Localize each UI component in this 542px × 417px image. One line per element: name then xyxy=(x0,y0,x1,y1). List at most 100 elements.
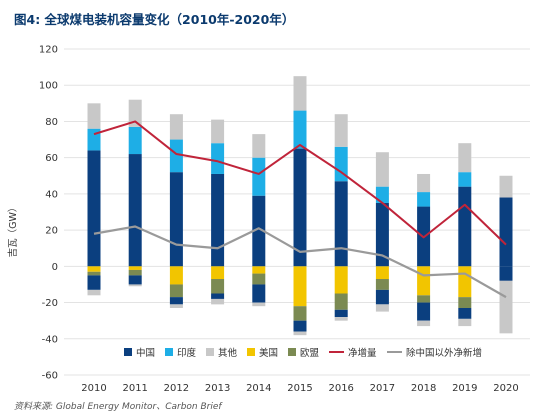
x-tick-label-2016: 2016 xyxy=(328,383,353,394)
y-tick-label: 80 xyxy=(45,117,58,128)
bar-2018-neg-美国 xyxy=(417,266,431,296)
bar-2016-其他 xyxy=(334,114,348,147)
chart-title: 图4: 全球煤电装机容量变化（2010年-2020年） xyxy=(14,12,295,27)
bar-2017-neg-其他 xyxy=(375,304,389,312)
bar-2018-印度 xyxy=(417,192,431,207)
bar-2013-其他 xyxy=(211,119,225,144)
y-tick-label: -60 xyxy=(42,371,58,382)
bar-2019-neg-欧盟 xyxy=(458,297,472,308)
y-tick-label: 0 xyxy=(52,262,58,273)
x-tick-label-2019: 2019 xyxy=(452,383,477,394)
bar-2013-neg-其他 xyxy=(211,298,225,305)
bar-2016-neg-欧盟 xyxy=(334,293,348,310)
bar-2016-中国 xyxy=(334,181,348,267)
bar-2020-中国 xyxy=(499,197,513,267)
bar-2019-印度 xyxy=(458,172,472,187)
bar-2019-其他 xyxy=(458,143,472,173)
bar-2013-neg-中国 xyxy=(211,293,225,299)
bar-2019-neg-美国 xyxy=(458,266,472,298)
bar-2010-其他 xyxy=(87,103,101,129)
bar-2015-印度 xyxy=(293,110,307,149)
bar-2015-neg-欧盟 xyxy=(293,306,307,321)
bar-2017-中国 xyxy=(375,202,389,267)
bar-2013-中国 xyxy=(211,173,225,267)
bar-2011-neg-欧盟 xyxy=(128,269,142,276)
y-axis-label: 吉瓦（GW） xyxy=(7,203,19,258)
legend-swatch-欧盟 xyxy=(288,348,296,356)
legend-swatch-中国 xyxy=(124,348,132,356)
bar-2019-中国 xyxy=(458,186,472,267)
chart-source: 资料来源: Global Energy Monitor、Carbon Brief xyxy=(14,402,222,412)
bar-2010-neg-中国 xyxy=(87,275,101,290)
x-tick-label-2011: 2011 xyxy=(122,383,147,394)
x-tick-labels: 2010 2011 2012 2013 2014 2015 2016 2017 2018 2019… xyxy=(81,383,518,394)
bar-2018-neg-欧盟 xyxy=(417,295,431,303)
bar-2013-neg-欧盟 xyxy=(211,279,225,294)
bar-2015-neg-其他 xyxy=(293,331,307,336)
legend-label-印度: 印度 xyxy=(177,347,197,359)
bar-2011-neg-美国 xyxy=(128,266,142,270)
bar-2016-neg-中国 xyxy=(334,309,348,318)
bar-2011-neg-中国 xyxy=(128,275,142,285)
bar-2017-neg-中国 xyxy=(375,289,389,305)
x-tick-label-2015: 2015 xyxy=(287,383,312,394)
x-tick-label-2020: 2020 xyxy=(493,383,518,394)
legend-label-其他: 其他 xyxy=(218,347,238,359)
legend-swatch-印度 xyxy=(165,348,173,356)
x-tick-label-2018: 2018 xyxy=(411,383,436,394)
legend-label-净增量: 净增量 xyxy=(348,347,377,359)
bar-2012-neg-中国 xyxy=(169,297,183,305)
legend-swatch-美国 xyxy=(247,348,255,356)
bar-2018-neg-中国 xyxy=(417,302,431,321)
bar-2014-neg-欧盟 xyxy=(252,273,266,285)
y-tick-label: 100 xyxy=(39,81,58,92)
bar-2017-neg-美国 xyxy=(375,266,389,280)
bar-2017-印度 xyxy=(375,186,389,203)
bar-2012-neg-美国 xyxy=(169,266,183,285)
y-tick-label: 120 xyxy=(39,45,58,56)
line-layer xyxy=(93,120,507,299)
bar-2020-其他 xyxy=(499,175,513,198)
bar-2010-中国 xyxy=(87,150,101,267)
bar-2018-其他 xyxy=(417,173,431,193)
x-tick-label-2010: 2010 xyxy=(81,383,106,394)
bar-2020-neg-其他 xyxy=(499,280,513,334)
x-tick-label-2014: 2014 xyxy=(246,383,271,394)
bar-2017-neg-欧盟 xyxy=(375,279,389,290)
bar-2016-neg-美国 xyxy=(334,266,348,294)
bar-2010-neg-美国 xyxy=(87,266,101,272)
legend-label-美国: 美国 xyxy=(259,347,278,359)
bar-2013-neg-美国 xyxy=(211,266,225,280)
y-tick-label: 60 xyxy=(45,153,58,164)
bar-2012-其他 xyxy=(169,114,183,140)
bar-2010-neg-欧盟 xyxy=(87,271,101,276)
bar-2020-neg-中国 xyxy=(499,266,513,281)
bar-layer xyxy=(87,76,513,336)
series-line-除中国以外净新增 xyxy=(93,225,507,299)
bar-2014-neg-美国 xyxy=(252,266,266,274)
y-tick-labels: -60 -40 -20 0 20 40 60 80 100 120 xyxy=(39,45,58,382)
bar-2011-中国 xyxy=(128,154,142,267)
x-tick-label-2012: 2012 xyxy=(164,383,189,394)
bar-2014-其他 xyxy=(252,134,266,158)
bar-2011-其他 xyxy=(128,99,142,127)
y-tick-label: -40 xyxy=(42,334,58,345)
bar-2010-neg-其他 xyxy=(87,289,101,296)
bar-2014-中国 xyxy=(252,195,266,267)
bar-2012-中国 xyxy=(169,172,183,267)
x-tick-label-2013: 2013 xyxy=(205,383,230,394)
bar-2012-neg-欧盟 xyxy=(169,284,183,298)
bar-2015-neg-美国 xyxy=(293,266,307,307)
bar-2012-印度 xyxy=(169,139,183,173)
x-tick-label-2017: 2017 xyxy=(370,383,395,394)
bar-2012-neg-其他 xyxy=(169,304,183,308)
bar-2019-neg-中国 xyxy=(458,307,472,319)
legend-swatch-其他 xyxy=(206,348,214,356)
series-line-净增量 xyxy=(93,120,507,246)
legend-label-欧盟: 欧盟 xyxy=(300,347,320,359)
bar-2015-其他 xyxy=(293,76,307,111)
bar-2015-中国 xyxy=(293,148,307,267)
bar-2011-neg-其他 xyxy=(128,284,142,287)
